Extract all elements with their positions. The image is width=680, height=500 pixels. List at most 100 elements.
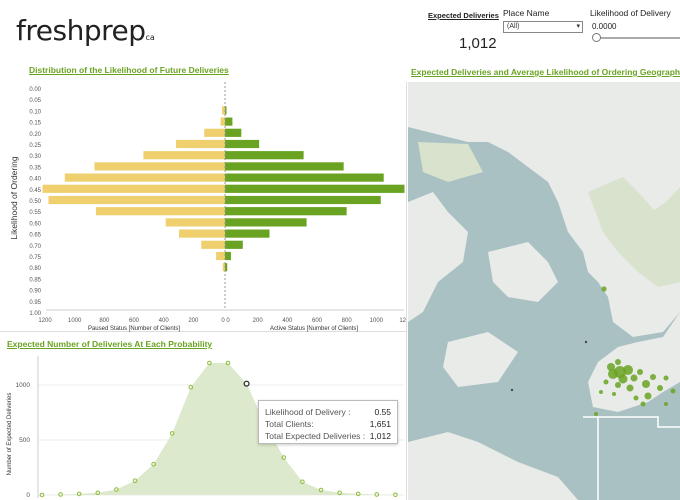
delivery-dot[interactable] bbox=[510, 388, 514, 392]
y-tick-label: 0.20 bbox=[29, 132, 41, 138]
paused-bar[interactable] bbox=[216, 251, 225, 261]
y-tick-label: 0.00 bbox=[29, 87, 41, 93]
delivery-dot[interactable] bbox=[644, 392, 652, 400]
likelihood-slider-handle[interactable] bbox=[592, 33, 601, 42]
section-divider-horizontal bbox=[0, 331, 406, 332]
active-bar[interactable] bbox=[225, 240, 243, 249]
place-name-select[interactable]: (All) ▾ bbox=[503, 21, 583, 33]
delivery-dot[interactable] bbox=[603, 379, 609, 385]
active-bar[interactable] bbox=[225, 184, 405, 193]
delivery-dot[interactable] bbox=[615, 359, 621, 365]
data-point[interactable] bbox=[132, 478, 138, 483]
map-island bbox=[488, 242, 558, 302]
map-view[interactable] bbox=[408, 82, 680, 500]
paused-bar[interactable] bbox=[95, 207, 225, 216]
paused-bar[interactable] bbox=[165, 218, 225, 227]
active-bar[interactable] bbox=[225, 173, 384, 182]
data-point[interactable] bbox=[169, 431, 175, 436]
active-bar[interactable] bbox=[225, 251, 231, 261]
paused-bar[interactable] bbox=[220, 117, 225, 126]
y-tick-label: 500 bbox=[19, 437, 30, 444]
delivery-dots[interactable] bbox=[510, 286, 676, 416]
data-point[interactable] bbox=[39, 492, 45, 498]
paused-bar[interactable] bbox=[222, 263, 225, 272]
paused-bar[interactable] bbox=[179, 229, 225, 238]
active-bar[interactable] bbox=[225, 218, 307, 227]
paused-bar[interactable] bbox=[48, 195, 225, 205]
delivery-dot[interactable] bbox=[657, 385, 663, 391]
paused-bar[interactable] bbox=[143, 151, 225, 160]
active-bar[interactable] bbox=[225, 106, 227, 115]
paused-bar[interactable] bbox=[94, 162, 225, 171]
delivery-dot[interactable] bbox=[584, 340, 588, 344]
active-bar[interactable] bbox=[225, 229, 270, 238]
delivery-dot[interactable] bbox=[642, 380, 650, 388]
y-tick-label: 1000 bbox=[16, 382, 31, 389]
delivery-dot[interactable] bbox=[615, 382, 621, 388]
map-land-west bbox=[408, 192, 468, 322]
active-bar[interactable] bbox=[225, 117, 233, 126]
paused-bar[interactable] bbox=[204, 128, 225, 137]
delivery-dot[interactable] bbox=[599, 390, 603, 394]
expected-deliveries-label: Expected Deliveries bbox=[428, 11, 499, 20]
dropdown-arrow-icon[interactable]: ▾ bbox=[576, 23, 580, 30]
delivery-dot[interactable] bbox=[670, 388, 676, 394]
delivery-dot[interactable] bbox=[612, 392, 616, 396]
delivery-dot[interactable] bbox=[630, 374, 638, 382]
delivery-dot[interactable] bbox=[650, 374, 656, 380]
active-bar[interactable] bbox=[225, 128, 242, 137]
delivery-dot[interactable] bbox=[637, 369, 643, 375]
delivery-dot[interactable] bbox=[663, 375, 669, 381]
delivery-dot[interactable] bbox=[664, 402, 668, 406]
data-point[interactable] bbox=[300, 479, 305, 485]
data-point[interactable] bbox=[95, 490, 101, 496]
delivery-dot[interactable] bbox=[594, 412, 598, 416]
data-point[interactable] bbox=[337, 490, 342, 496]
y-tick-label: 0.65 bbox=[29, 233, 41, 239]
data-point[interactable] bbox=[355, 491, 361, 497]
x-tick-label: 1000 bbox=[370, 318, 384, 324]
delivery-dot[interactable] bbox=[626, 384, 634, 392]
delivery-dot[interactable] bbox=[618, 374, 628, 384]
active-bar[interactable] bbox=[225, 263, 228, 272]
y-tick-label: 0.30 bbox=[29, 154, 41, 160]
active-bar[interactable] bbox=[225, 195, 381, 205]
delivery-dot[interactable] bbox=[601, 286, 607, 292]
x-tick-label: 200 bbox=[253, 318, 264, 324]
data-point[interactable] bbox=[281, 455, 287, 460]
data-point[interactable] bbox=[58, 492, 63, 497]
y-tick-label: 0.85 bbox=[29, 277, 41, 283]
active-bar[interactable] bbox=[225, 207, 347, 216]
active-bar[interactable] bbox=[225, 162, 344, 171]
data-point[interactable] bbox=[151, 461, 156, 467]
delivery-dot[interactable] bbox=[640, 401, 646, 407]
data-point[interactable] bbox=[207, 360, 212, 366]
x-tick-label: 0 bbox=[226, 318, 230, 324]
paused-bar[interactable] bbox=[42, 184, 225, 193]
data-point[interactable] bbox=[318, 487, 324, 493]
data-point[interactable] bbox=[114, 487, 119, 492]
tooltip-row: Total Expected Deliveries : 1,012 bbox=[265, 430, 391, 442]
data-point[interactable] bbox=[76, 491, 82, 497]
paused-bar[interactable] bbox=[222, 106, 225, 115]
map-park bbox=[418, 142, 483, 182]
x-tick-label: 1000 bbox=[68, 318, 82, 324]
paused-bar[interactable] bbox=[176, 139, 225, 149]
data-point[interactable] bbox=[188, 384, 194, 390]
likelihood-slider-track[interactable] bbox=[596, 37, 680, 39]
delivery-dot[interactable] bbox=[623, 365, 633, 375]
y-tick-label: 0.95 bbox=[29, 300, 41, 306]
data-point[interactable] bbox=[393, 492, 398, 498]
data-point[interactable] bbox=[374, 492, 380, 497]
data-point[interactable] bbox=[243, 380, 250, 387]
active-bar[interactable] bbox=[225, 151, 304, 160]
x-tick-label: 400 bbox=[159, 318, 170, 324]
data-point[interactable] bbox=[225, 360, 231, 366]
delivery-dot[interactable] bbox=[633, 395, 639, 401]
logo-text: freshprep bbox=[16, 14, 146, 47]
paused-bar[interactable] bbox=[201, 240, 225, 249]
active-bar[interactable] bbox=[225, 139, 260, 149]
y-tick-label: 0.90 bbox=[29, 289, 41, 295]
y-tick-label: 0.60 bbox=[29, 221, 41, 227]
paused-bar[interactable] bbox=[64, 173, 225, 182]
